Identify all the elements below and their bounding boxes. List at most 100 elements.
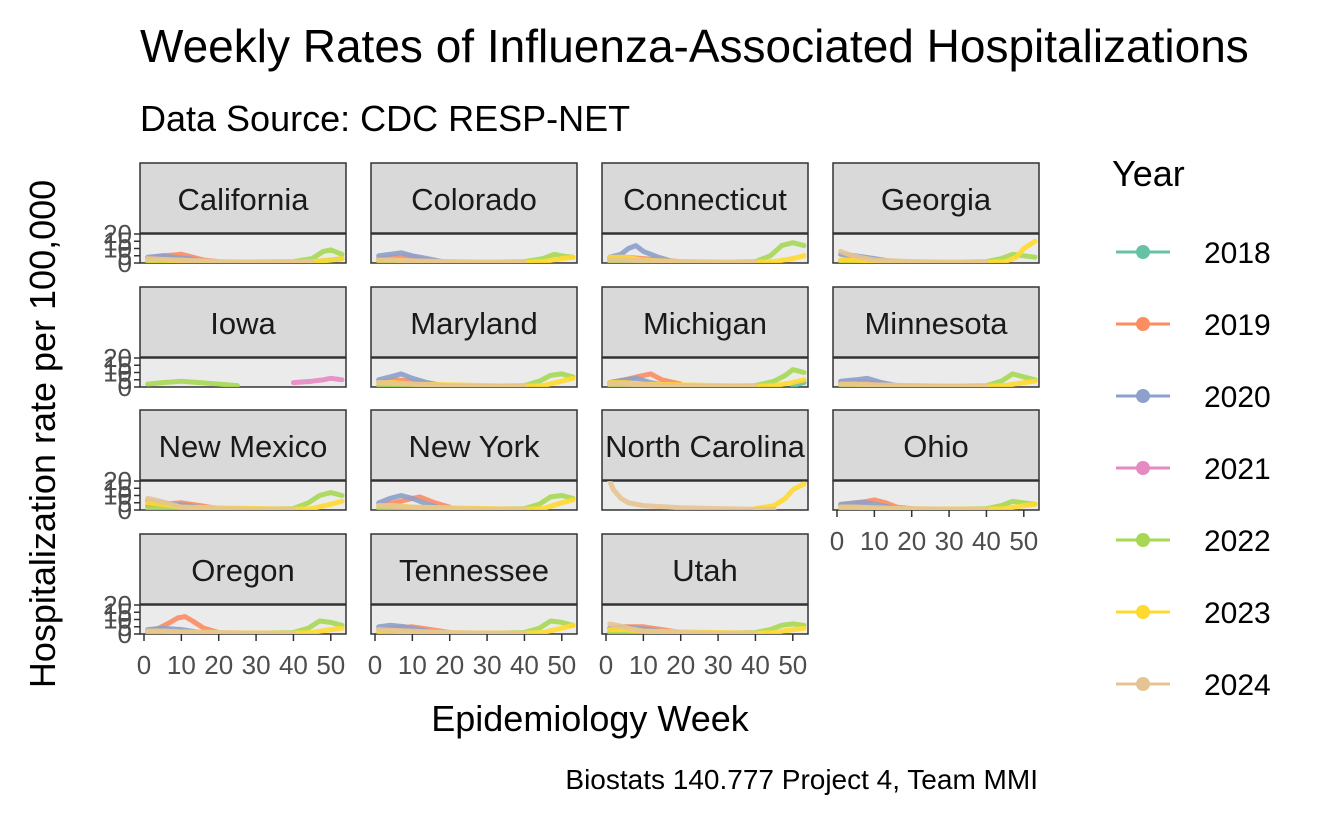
x-tick-label-tennessee-10: 10 (398, 650, 427, 680)
legend-label-2023: 2023 (1204, 597, 1271, 630)
x-tick-label-utah-40: 40 (741, 650, 770, 680)
facet-north-carolina: North Carolina (601, 409, 809, 511)
y-tick-label-oregon-0: 0 (118, 619, 132, 649)
facet-label-michigan: Michigan (643, 306, 767, 341)
facet-label-oregon: Oregon (191, 553, 294, 588)
facet-strip-utah (601, 533, 809, 605)
x-tick-label-oregon-50: 50 (316, 650, 345, 680)
x-tick-label-oregon-40: 40 (279, 650, 308, 680)
x-tick-label-utah-10: 10 (629, 650, 658, 680)
x-tick-label-oregon-20: 20 (204, 650, 233, 680)
facet-new-york: New York (370, 409, 578, 511)
facet-label-tennessee: Tennessee (399, 553, 549, 588)
legend-marker-2019 (1136, 317, 1150, 331)
legend-marker-2021 (1136, 461, 1150, 475)
series-line-utah-2024 (607, 621, 758, 634)
series-line-california-2024 (145, 256, 315, 263)
x-tick-label-oregon-30: 30 (242, 650, 271, 680)
y-axis-label: Hospitalization rate per 100,000 (22, 180, 63, 688)
facet-label-utah: Utah (672, 553, 737, 588)
series-line-connecticut-2020 (607, 243, 676, 263)
facet-strip-ohio (832, 409, 1040, 481)
y-tick-label-iowa-15: 15 (103, 350, 132, 380)
y-tick-label-california-0: 0 (118, 248, 132, 278)
legend: 2018 2019 2020 2021 2022 2023 2024 (1116, 237, 1271, 702)
series-line-ohio-2024 (838, 504, 989, 510)
series-line-iowa-2021 (290, 375, 345, 386)
x-tick-label-ohio-40: 40 (972, 526, 1001, 556)
x-tick-label-oregon-10: 10 (167, 650, 196, 680)
x-tick-label-ohio-30: 30 (935, 526, 964, 556)
legend-marker-2023 (1136, 605, 1150, 619)
facet-label-new-york: New York (409, 429, 540, 464)
x-tick-label-utah-0: 0 (599, 650, 613, 680)
facet-strip-connecticut (601, 162, 809, 234)
x-tick-label-utah-30: 30 (704, 650, 733, 680)
y-tick-label-new-mexico-10: 10 (103, 481, 132, 511)
series-line-maryland-2024 (376, 380, 527, 387)
legend-label-2019: 2019 (1204, 309, 1271, 342)
x-tick-label-tennessee-40: 40 (510, 650, 539, 680)
facet-colorado: Colorado (370, 162, 578, 264)
x-axis-label: Epidemiology Week (431, 698, 749, 739)
series-line-georgia-2023 (838, 238, 1038, 263)
series-line-new-york-2020 (376, 493, 445, 510)
facet-label-connecticut: Connecticut (623, 182, 787, 217)
y-tick-label-iowa-20: 20 (103, 343, 132, 373)
y-tick-label-oregon-10: 10 (103, 605, 132, 635)
facet-strip-iowa (139, 286, 347, 358)
facet-strip-maryland (370, 286, 578, 358)
series-line-michigan-2024 (607, 381, 758, 387)
facet-strip-new-york (370, 409, 578, 481)
series-line-colorado-2024 (376, 257, 527, 263)
x-tick-label-utah-50: 50 (778, 650, 807, 680)
x-tick-label-tennessee-30: 30 (473, 650, 502, 680)
series-line-georgia-2024 (838, 248, 989, 263)
facet-strip-california (139, 162, 347, 234)
facet-label-colorado: Colorado (411, 182, 537, 217)
facet-label-iowa: Iowa (210, 306, 276, 341)
x-tick-label-tennessee-0: 0 (368, 650, 382, 680)
facet-tennessee: Tennessee 0 10 20 30 40 50 (368, 533, 578, 680)
y-tick-label-oregon-20: 20 (103, 590, 132, 620)
facet-minnesota: Minnesota (832, 286, 1040, 388)
series-line-new-york-2024 (376, 503, 527, 510)
chart-subtitle: Data Source: CDC RESP-NET (140, 98, 630, 139)
series-line-minnesota-2024 (838, 381, 989, 387)
facet-label-ohio: Ohio (903, 429, 968, 464)
y-tick-label-california-10: 10 (103, 234, 132, 264)
facet-label-north-carolina: North Carolina (605, 429, 806, 464)
legend-label-2020: 2020 (1204, 381, 1271, 414)
x-tick-label-tennessee-50: 50 (547, 650, 576, 680)
facet-label-maryland: Maryland (410, 306, 538, 341)
y-tick-label-california-15: 15 (103, 226, 132, 256)
chart-title: Weekly Rates of Influenza-Associated Hos… (140, 20, 1249, 72)
facet-strip-minnesota (832, 286, 1040, 358)
facet-strip-tennessee (370, 533, 578, 605)
facet-utah: Utah 0 10 20 30 40 50 (599, 533, 809, 680)
facet-strip-new-mexico (139, 409, 347, 481)
y-tick-label-new-mexico-20: 20 (103, 466, 132, 496)
x-tick-label-tennessee-20: 20 (435, 650, 464, 680)
facet-maryland: Maryland (370, 286, 578, 388)
facet-label-new-mexico: New Mexico (159, 429, 328, 464)
series-line-north-carolina-2024 (607, 481, 777, 510)
y-tick-label-iowa-5: 5 (118, 365, 132, 395)
x-tick-label-ohio-0: 0 (830, 526, 844, 556)
facet-connecticut: Connecticut (601, 162, 809, 264)
legend-marker-2022 (1136, 533, 1150, 547)
x-tick-label-ohio-50: 50 (1009, 526, 1038, 556)
y-tick-label-new-mexico-15: 15 (103, 473, 132, 503)
facet-strip-north-carolina (601, 409, 809, 481)
x-tick-label-ohio-10: 10 (860, 526, 889, 556)
legend-label-2021: 2021 (1204, 453, 1271, 486)
legend-label-2024: 2024 (1204, 669, 1271, 702)
facet-strip-georgia (832, 162, 1040, 234)
chart-caption: Biostats 140.777 Project 4, Team MMI (565, 764, 1038, 795)
series-line-michigan-2018 (790, 380, 807, 387)
